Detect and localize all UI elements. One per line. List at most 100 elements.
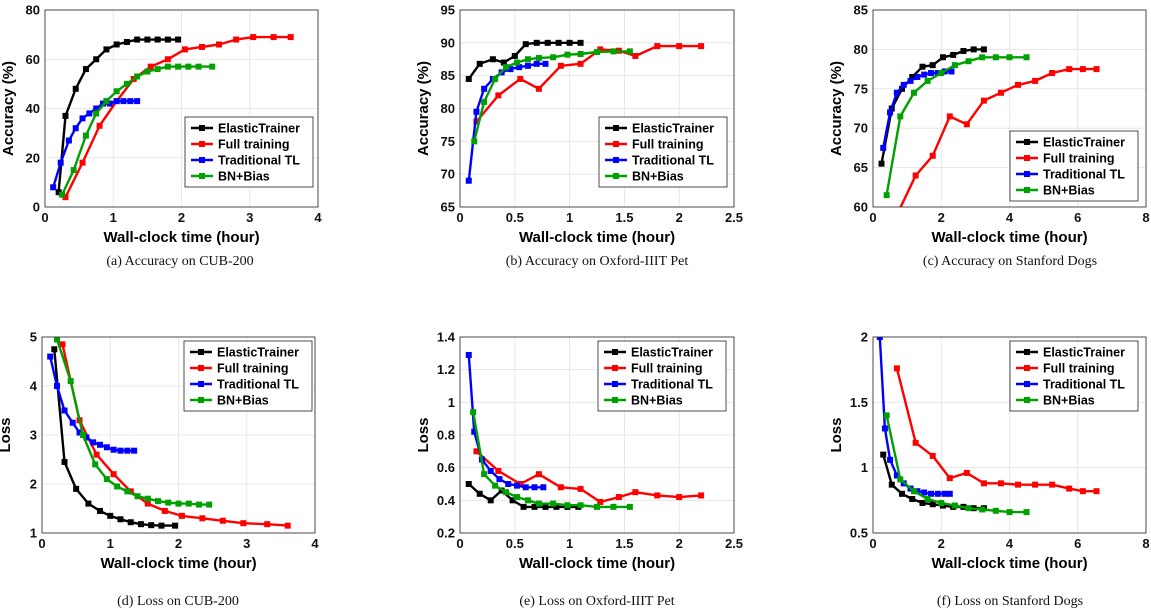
data-point xyxy=(921,489,928,496)
data-point xyxy=(878,160,885,167)
data-point xyxy=(897,113,904,120)
series-line xyxy=(475,44,702,123)
data-point xyxy=(511,52,518,59)
data-point xyxy=(550,500,557,507)
data-point xyxy=(1023,509,1030,516)
data-point xyxy=(544,39,551,46)
data-point xyxy=(980,480,987,487)
data-point xyxy=(632,52,639,59)
data-point xyxy=(250,34,257,41)
data-point xyxy=(513,494,520,501)
data-point xyxy=(103,46,110,53)
data-point xyxy=(70,167,77,174)
data-point xyxy=(881,425,888,432)
y-tick-label: 75 xyxy=(854,81,868,96)
legend-label: Full training xyxy=(632,138,704,152)
x-tick-label: 1.5 xyxy=(615,536,633,551)
data-point xyxy=(127,98,134,105)
legend-label: Traditional TL xyxy=(217,378,299,392)
data-point xyxy=(50,184,57,191)
x-tick-label: 0 xyxy=(869,210,876,225)
data-point xyxy=(61,407,68,414)
data-point xyxy=(929,152,936,159)
data-point xyxy=(503,489,510,496)
data-point xyxy=(540,484,547,491)
data-point xyxy=(134,98,141,105)
y-tick-label: 90 xyxy=(441,35,455,50)
data-point xyxy=(69,419,76,426)
x-tick-label: 3 xyxy=(243,536,250,551)
x-tick-label: 8 xyxy=(1142,536,1149,551)
data-point xyxy=(164,56,171,63)
data-point xyxy=(992,507,999,514)
data-point xyxy=(946,490,953,497)
x-axis-label: Wall-clock time (hour) xyxy=(103,229,259,246)
data-point xyxy=(123,39,130,46)
data-point xyxy=(997,480,1004,487)
data-point xyxy=(914,73,921,80)
data-point xyxy=(893,365,900,372)
data-point xyxy=(542,60,549,67)
data-point xyxy=(59,341,66,348)
data-point xyxy=(883,192,890,199)
data-point xyxy=(938,70,945,77)
plot-frame xyxy=(872,336,1147,534)
data-point xyxy=(941,490,948,497)
data-point xyxy=(92,461,99,468)
data-point xyxy=(1093,488,1100,495)
data-point xyxy=(912,439,919,446)
x-tick-label: 0 xyxy=(456,536,463,551)
legend-swatch-marker xyxy=(199,157,205,163)
data-point xyxy=(481,98,488,105)
data-point xyxy=(120,98,127,105)
y-tick-label: 3 xyxy=(30,428,37,443)
series-group xyxy=(47,337,291,529)
x-tick-label: 3 xyxy=(246,210,253,225)
legend-swatch-marker xyxy=(1024,397,1030,403)
data-point xyxy=(73,485,80,492)
legend-swatch-marker xyxy=(1024,139,1030,145)
legend-swatch-marker xyxy=(199,173,205,179)
legend-swatch-marker xyxy=(612,349,618,355)
y-tick-label: 1.4 xyxy=(437,330,456,345)
series-line xyxy=(472,411,630,509)
data-point xyxy=(148,522,155,529)
data-point xyxy=(137,521,144,528)
chart-caption: (b) Accuracy on Oxford-IIIT Pet xyxy=(506,254,689,269)
data-point xyxy=(216,41,223,48)
legend-label: Full training xyxy=(1043,362,1115,376)
data-point xyxy=(564,51,571,58)
data-point xyxy=(950,51,957,58)
data-point xyxy=(577,39,584,46)
legend-label: ElasticTrainer xyxy=(632,122,714,136)
x-tick-label: 1 xyxy=(566,536,573,551)
data-point xyxy=(553,503,560,510)
data-point xyxy=(533,60,540,67)
data-point xyxy=(522,41,529,48)
data-point xyxy=(107,512,114,519)
x-tick-label: 0.5 xyxy=(506,210,524,225)
data-point xyxy=(103,444,110,451)
data-point xyxy=(980,46,987,53)
data-point xyxy=(1023,54,1030,61)
data-point xyxy=(86,110,93,117)
data-point xyxy=(270,34,277,41)
data-point xyxy=(85,500,92,507)
data-point xyxy=(1032,481,1039,488)
data-point xyxy=(51,346,58,353)
data-point xyxy=(894,212,900,218)
data-point xyxy=(233,36,240,43)
data-point xyxy=(632,489,639,496)
data-point xyxy=(61,458,68,465)
plot-frame xyxy=(459,9,735,208)
data-point xyxy=(535,54,542,61)
data-point xyxy=(114,483,121,490)
data-point xyxy=(72,125,79,132)
series-group xyxy=(465,351,705,510)
chart-5: 0 2 4 6 8 0.5 1 1.5 2 Wall-clock time (hour) Loss E… xyxy=(828,330,1150,610)
legend: ElasticTrainer Full training Traditional T… xyxy=(183,340,313,412)
data-point xyxy=(577,502,584,509)
y-tick-label: 65 xyxy=(854,160,868,175)
y-tick-label: 0.2 xyxy=(437,526,455,541)
